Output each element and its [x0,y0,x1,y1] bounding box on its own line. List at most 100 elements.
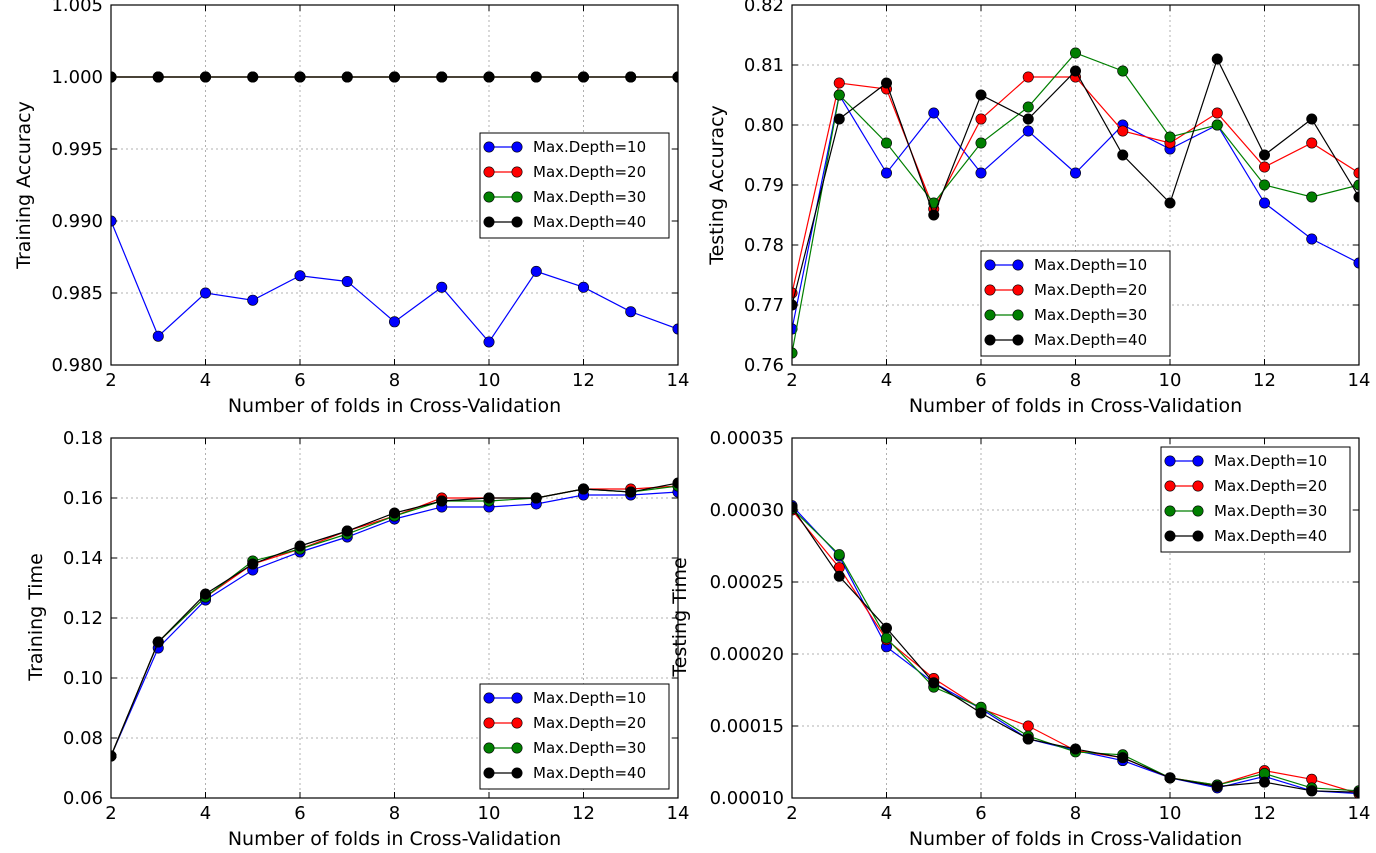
y-tick-label: 1.000 [51,67,103,88]
plot-area [111,71,678,348]
legend-marker [483,141,495,153]
x-tick-label: 8 [1070,370,1081,391]
legend: Max.Depth=10 Max.Depth=20 Max.Depth=30 Max.… [479,132,670,239]
legend-label: Max.Depth=30 [1214,502,1327,520]
series-depth-30 [792,47,1359,359]
data-point [577,483,589,495]
legend-marker [511,692,523,704]
data-point [1070,47,1082,59]
x-tick-label: 4 [200,803,211,824]
data-point [152,636,164,648]
y-axis-label: Testing Accuracy [706,105,728,266]
data-point [1164,131,1176,143]
data-point [1306,137,1318,149]
data-point [1164,197,1176,209]
legend-label: Max.Depth=20 [1034,281,1147,299]
data-point [1259,776,1271,788]
y-tick-label: 0.985 [51,283,103,304]
legend-label: Max.Depth=40 [1214,527,1327,545]
legend-entry: Max.Depth=30 [1164,502,1327,520]
legend-entry: Max.Depth=30 [984,306,1147,324]
x-tick-label: 10 [478,803,501,824]
legend-marker [1192,530,1204,542]
legend-marker [1012,259,1024,271]
legend-entry: Max.Depth=30 [483,739,646,757]
y-tick-label: 0.06 [63,788,103,809]
legend-marker [984,259,996,271]
data-point [152,330,164,342]
legend-marker [483,191,495,203]
data-point [1022,113,1034,125]
legend-label: Max.Depth=40 [533,764,646,782]
data-point [152,71,164,83]
legend-marker [1012,284,1024,296]
y-tick-label: 0.980 [51,355,103,376]
y-axis-label: Training Time [25,553,47,682]
legend-box [980,250,1171,357]
plot-area [111,477,678,762]
y-axis-label: Testing Time [669,557,691,677]
legend-marker [511,166,523,178]
legend-marker [984,309,996,321]
y-tick-label: 0.995 [51,139,103,160]
legend-marker [511,767,523,779]
data-point [388,316,400,328]
x-tick-label: 12 [1253,803,1276,824]
subplot-1: 2 4 6 8 10 12 14 0.980 0.985 0.990 0.995 1.000 1.005… [13,0,689,417]
data-point [1070,167,1082,179]
x-tick-label: 8 [1070,803,1081,824]
data-point [1353,786,1359,798]
x-tick-label: 6 [975,370,986,391]
data-point [833,570,845,582]
data-point [483,336,495,348]
series-depth-40 [792,501,1359,798]
data-point [436,71,448,83]
legend-entry: Max.Depth=20 [1164,477,1327,495]
x-tick-label: 10 [1159,803,1182,824]
axes-frame [791,4,1360,366]
legend-entry: Max.Depth=20 [984,281,1147,299]
legend-box [479,132,670,239]
data-point [294,71,306,83]
legend-marker [511,742,523,754]
y-tick-label: 0.08 [63,728,103,749]
legend-marker [1164,505,1176,517]
x-tick-label: 14 [667,803,690,824]
legend-marker [1012,334,1024,346]
legend-entry: Max.Depth=40 [984,331,1147,349]
legend-label: Max.Depth=20 [1214,477,1327,495]
x-tick-label: 4 [881,803,892,824]
data-point [928,107,940,119]
legend-entry: Max.Depth=40 [483,213,646,231]
legend-marker [511,191,523,203]
data-point [833,549,845,561]
data-point [1022,101,1034,113]
x-tick-label: 12 [572,370,595,391]
x-tick-label: 2 [105,370,116,391]
data-point [880,137,892,149]
legend-marker [511,717,523,729]
x-tick-label: 10 [1159,370,1182,391]
legend-marker [1192,505,1204,517]
data-point [1117,752,1129,764]
data-point [792,347,798,359]
data-point [530,265,542,277]
plot-area [792,500,1359,798]
data-point [1117,149,1129,161]
legend-entry: Max.Depth=10 [1164,452,1327,470]
data-point [341,525,353,537]
subplot-4: 2 4 6 8 10 12 14 0.00010 0.00015 0.00020 0.00025 0.… [669,428,1370,850]
legend-marker [1164,530,1176,542]
data-point [436,281,448,293]
data-point [341,275,353,287]
x-tick-label: 2 [786,803,797,824]
data-point [1306,191,1318,203]
data-point [247,558,259,570]
x-tick-label: 2 [786,370,797,391]
y-tick-label: 0.18 [63,428,103,449]
legend-marker [1192,455,1204,467]
x-tick-label: 14 [1348,370,1371,391]
y-tick-label: 0.12 [63,608,103,629]
legend-entry: Max.Depth=30 [483,188,646,206]
